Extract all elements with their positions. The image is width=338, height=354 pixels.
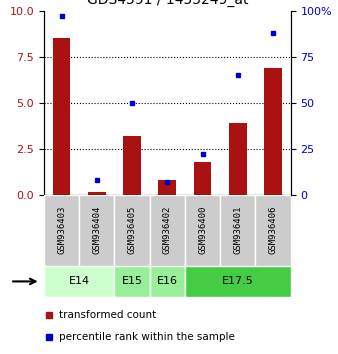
Bar xyxy=(115,266,150,297)
Bar xyxy=(53,38,70,195)
Bar xyxy=(256,195,291,266)
Title: GDS4591 / 1455249_at: GDS4591 / 1455249_at xyxy=(87,0,248,7)
Bar xyxy=(194,161,211,195)
Bar xyxy=(115,195,150,266)
Bar xyxy=(88,192,105,195)
Bar xyxy=(150,266,185,297)
Text: E16: E16 xyxy=(157,276,178,286)
Text: GSM936406: GSM936406 xyxy=(269,206,277,254)
Bar xyxy=(185,195,220,266)
Text: GSM936402: GSM936402 xyxy=(163,206,172,254)
Bar xyxy=(79,195,115,266)
Text: GSM936400: GSM936400 xyxy=(198,206,207,254)
Bar xyxy=(159,180,176,195)
Text: E17.5: E17.5 xyxy=(222,276,254,286)
Text: GSM936404: GSM936404 xyxy=(92,206,101,254)
Text: percentile rank within the sample: percentile rank within the sample xyxy=(59,332,235,342)
Bar xyxy=(229,123,247,195)
Bar xyxy=(44,266,115,297)
Bar xyxy=(44,195,79,266)
Text: transformed count: transformed count xyxy=(59,310,156,320)
Bar xyxy=(123,136,141,195)
Bar xyxy=(220,195,256,266)
Text: E15: E15 xyxy=(122,276,143,286)
Bar xyxy=(185,266,291,297)
Text: GSM936403: GSM936403 xyxy=(57,206,66,254)
Bar xyxy=(150,195,185,266)
Bar xyxy=(264,68,282,195)
Text: GSM936401: GSM936401 xyxy=(233,206,242,254)
Text: GSM936405: GSM936405 xyxy=(127,206,137,254)
Text: E14: E14 xyxy=(69,276,90,286)
